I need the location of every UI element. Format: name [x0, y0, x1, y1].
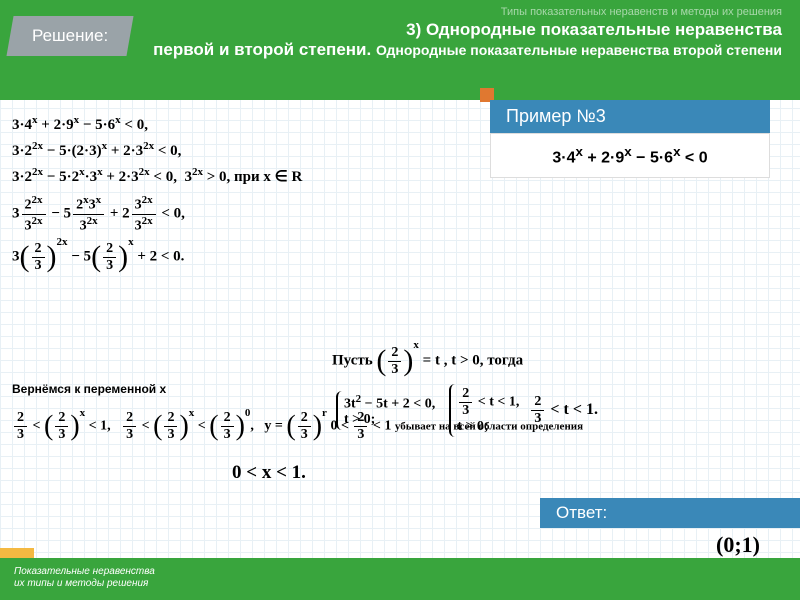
eq-line-4: 322x32x − 52x3x32x + 232x32x < 0,	[12, 194, 788, 234]
eq-line-3: 3·22x − 5·2x·3x + 2·32x < 0, 32x > 0, пр…	[12, 166, 788, 186]
content-area: 3·4x + 2·9x − 5·6x < 0, 3·22x − 5·(2·3)x…	[12, 108, 788, 558]
answer-value: (0;1)	[540, 528, 800, 558]
footer-decor-stripe	[0, 548, 34, 558]
eq-line-1: 3·4x + 2·9x − 5·6x < 0,	[12, 114, 788, 134]
eq-line-2: 3·22x − 5·(2·3)x + 2·32x < 0,	[12, 140, 788, 160]
answer-label: Ответ:	[540, 498, 800, 528]
solution-tab: Решение:	[6, 16, 133, 56]
footer-text: Показательные неравенства их типы и мето…	[0, 558, 800, 598]
footer: Показательные неравенства их типы и мето…	[0, 558, 800, 600]
final-result: 0 < x < 1.	[232, 462, 306, 484]
eq-line-5: 3(23)2x − 5(23)x + 2 < 0.	[12, 240, 788, 274]
answer-box: Ответ: (0;1)	[540, 498, 800, 558]
solution-label: Решение:	[32, 26, 108, 46]
monotone-note: убывает на всей области определения	[395, 421, 583, 433]
return-note: Вернёмся к переменной x	[12, 382, 166, 396]
final-line: 23 < (23)x < 1, 23 < (23)x < (23)0, y = …	[12, 410, 788, 443]
substitution-let: Пусть (23)x = t , t > 0, тогда	[332, 344, 598, 378]
